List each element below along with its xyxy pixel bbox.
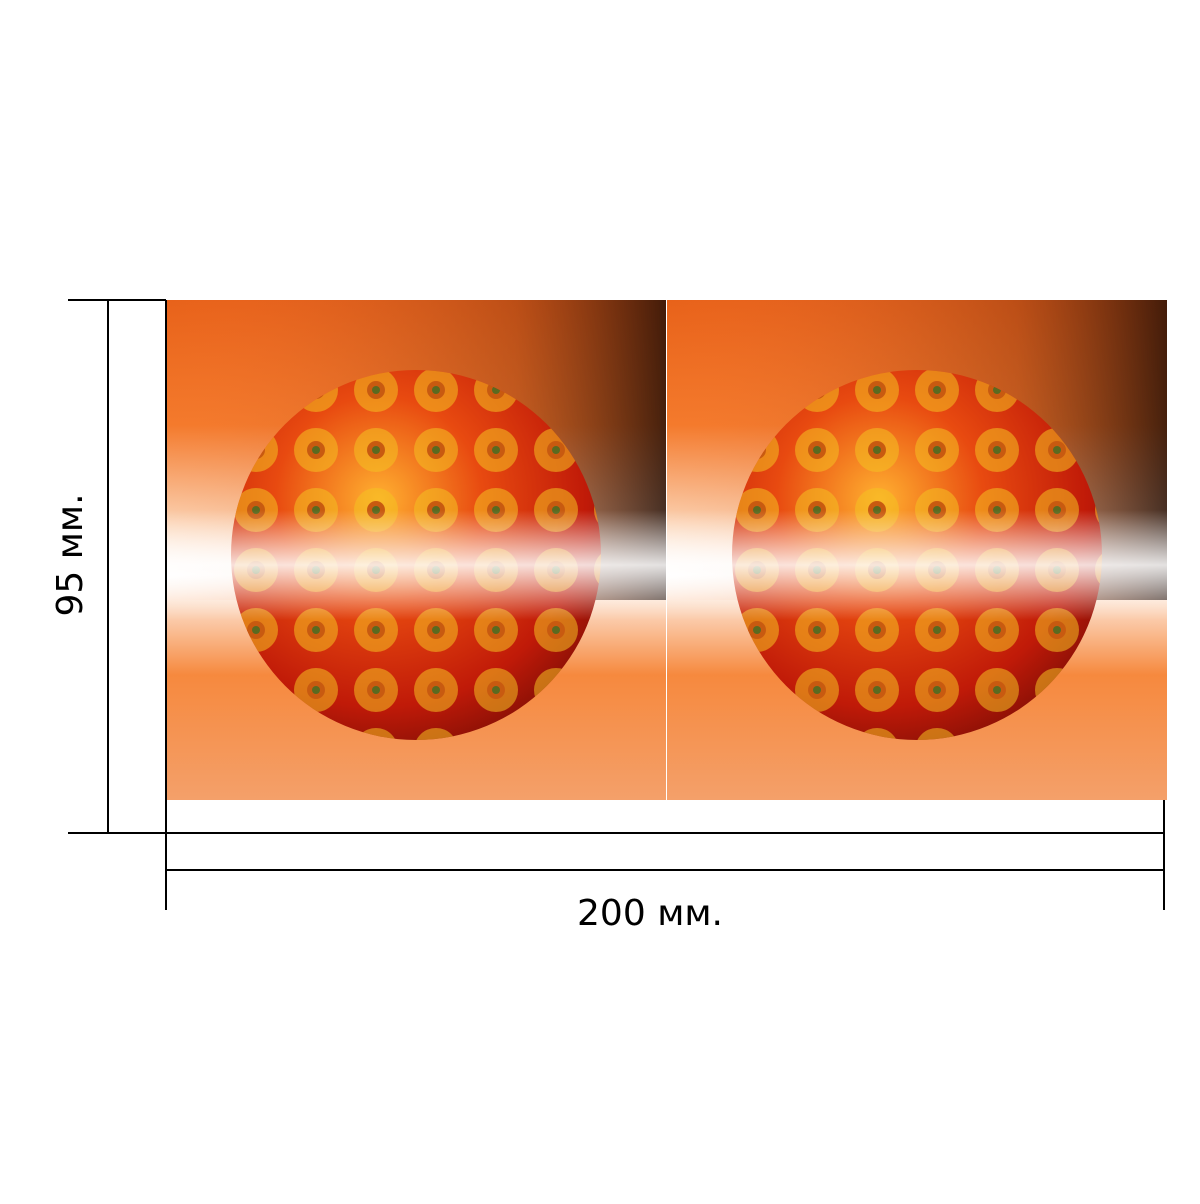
width-label: 200 мм. xyxy=(577,893,723,934)
product-image-right xyxy=(667,300,1167,800)
height-label: 95 мм. xyxy=(50,493,91,616)
product-image-left xyxy=(166,300,666,800)
dimension-lines xyxy=(68,299,1165,910)
